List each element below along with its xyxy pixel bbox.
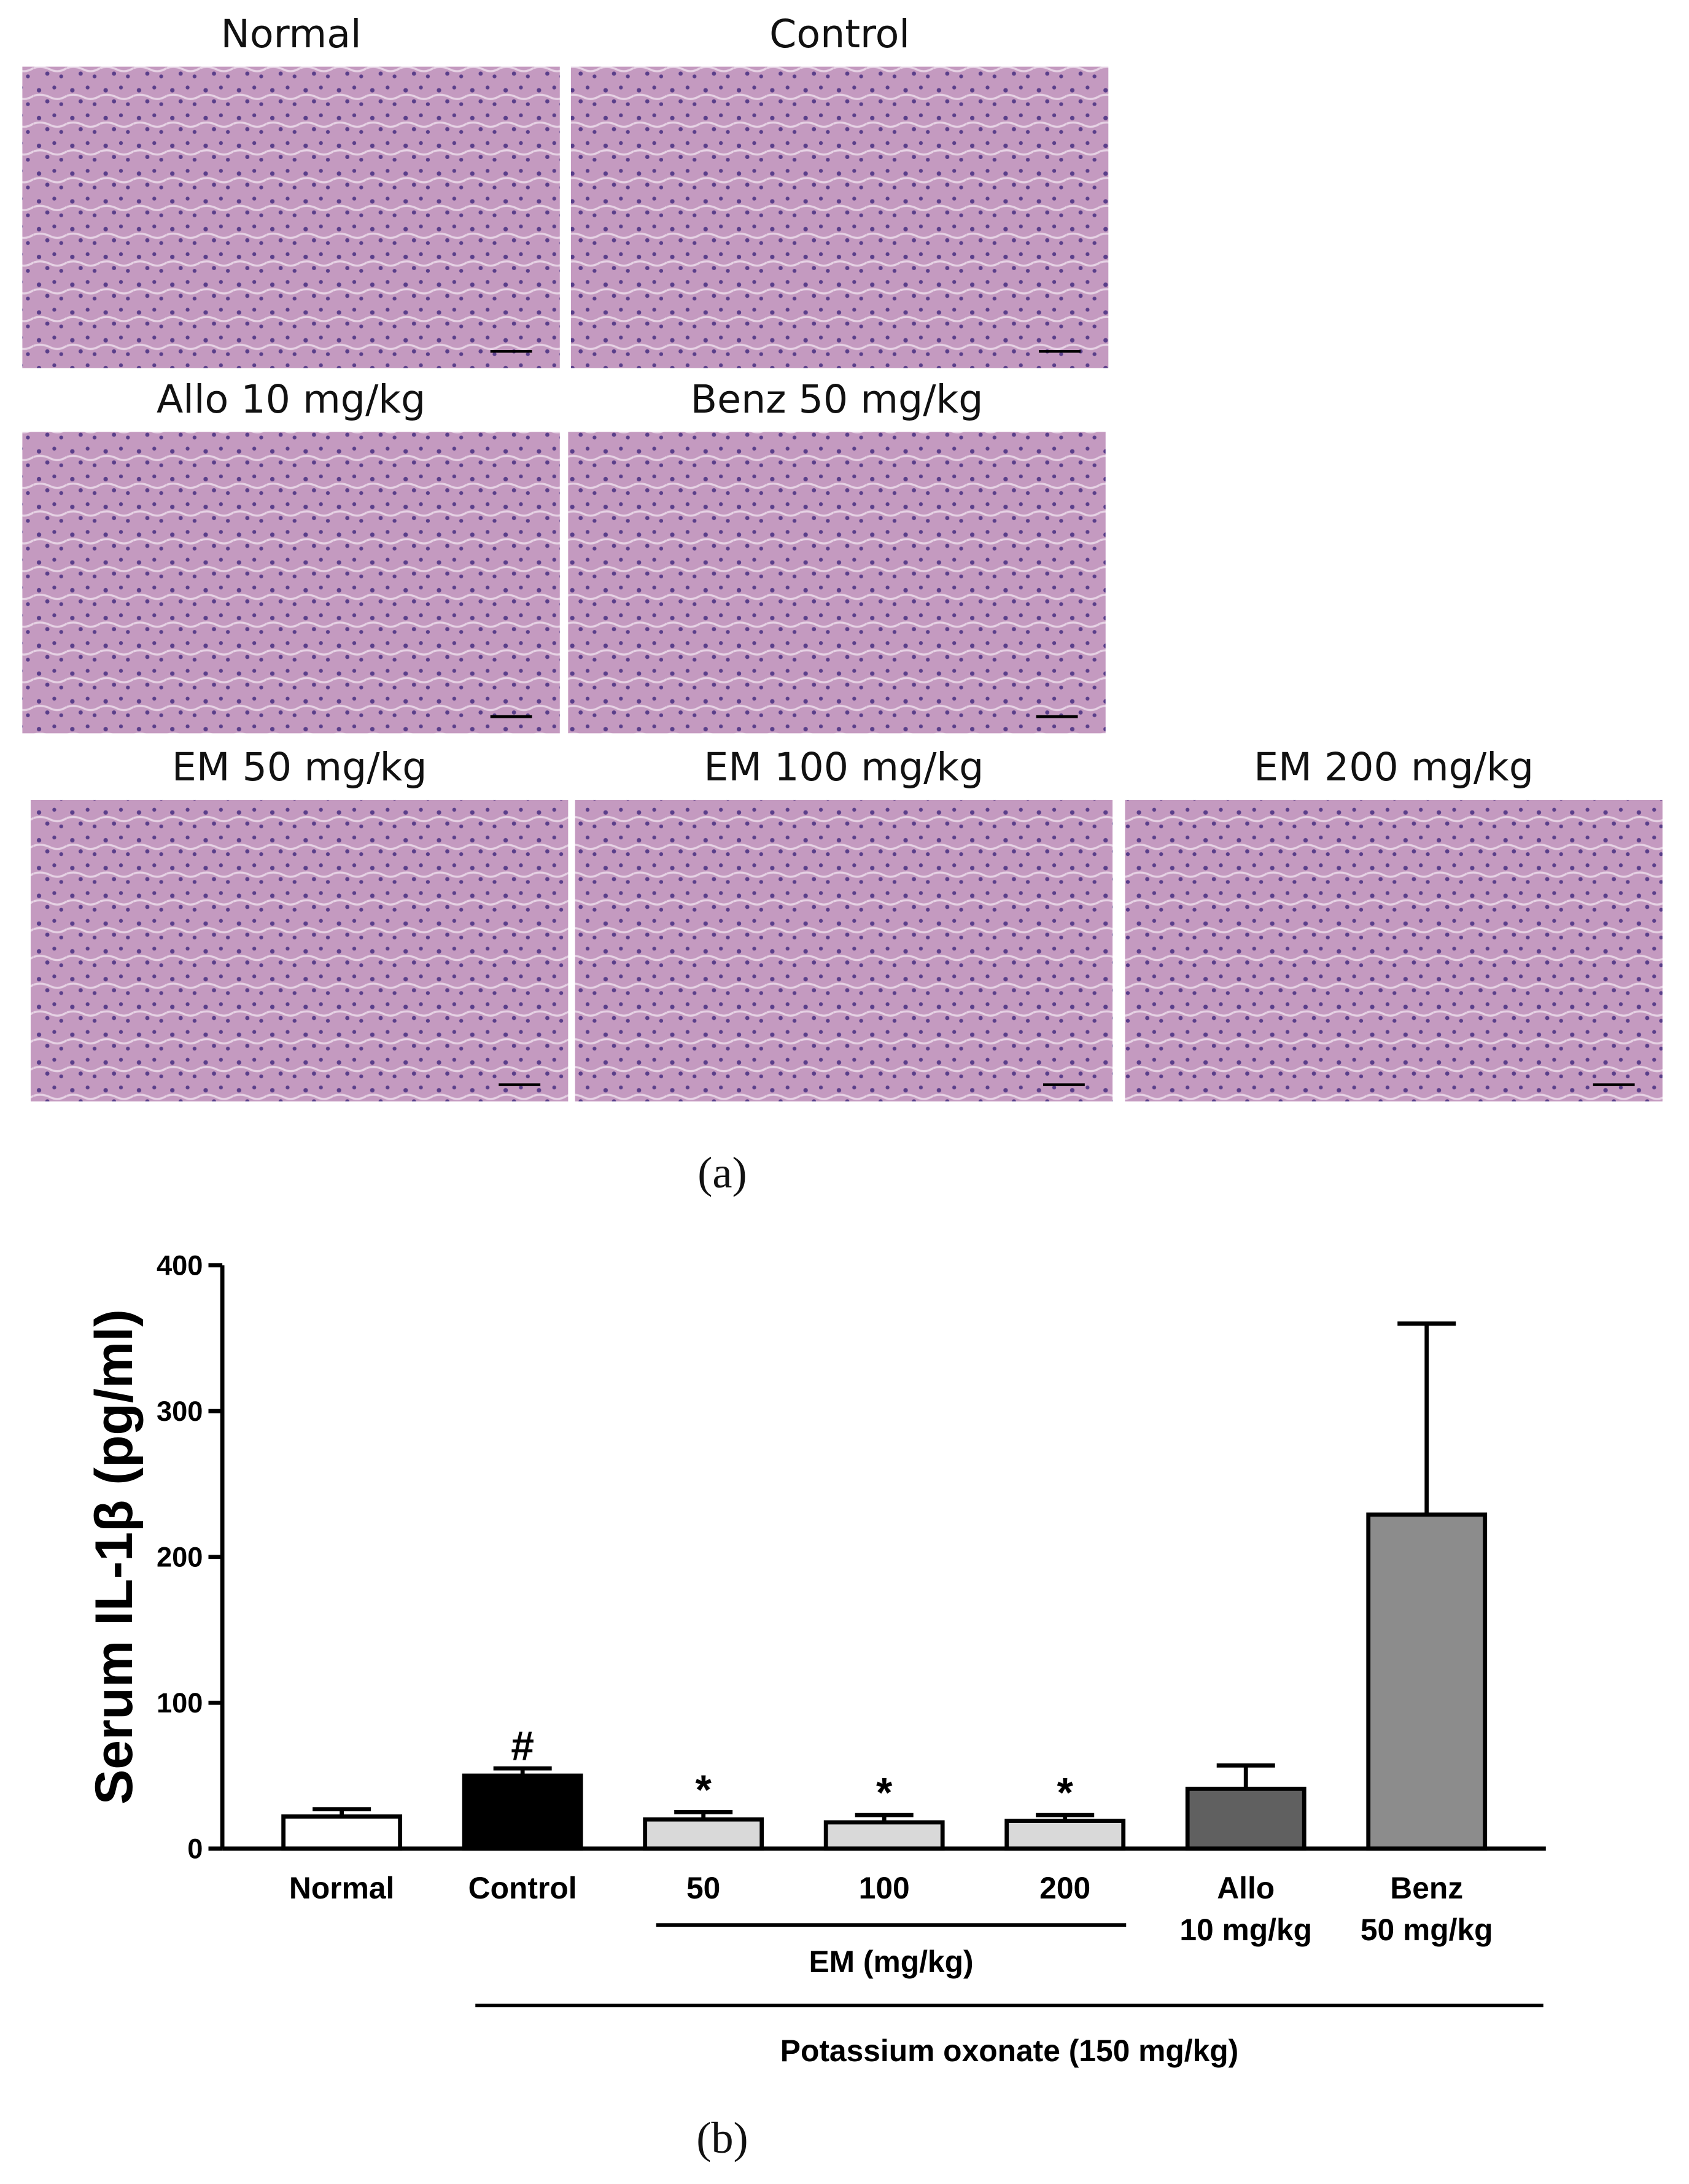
annotation: * bbox=[876, 1770, 893, 1816]
bar bbox=[281, 1814, 403, 1851]
histology-image bbox=[22, 66, 560, 368]
x-tick-label-text: Control bbox=[468, 1870, 577, 1906]
x-tick-label: Allo 10 mg/kg bbox=[1179, 1870, 1313, 1948]
panel-label: (b) bbox=[696, 2113, 748, 2163]
histology-image bbox=[568, 432, 1106, 734]
group-label: EM (mg/kg) bbox=[809, 1945, 973, 1979]
y-tick-label: 400 bbox=[157, 1250, 203, 1281]
image-label: Control bbox=[769, 11, 910, 56]
image-label: EM 50 mg/kg bbox=[172, 744, 427, 790]
x-tick-label-text: 50 bbox=[686, 1870, 721, 1906]
image-label: Benz 50 mg/kg bbox=[691, 376, 984, 422]
x-tick-label-text: Benz 50 mg/kg bbox=[1360, 1870, 1493, 1948]
bar bbox=[1004, 1819, 1126, 1851]
x-tick-label-text: 200 bbox=[1039, 1870, 1091, 1906]
image-label: EM 200 mg/kg bbox=[1254, 744, 1534, 790]
bar bbox=[462, 1773, 583, 1851]
y-axis-label: Serum IL-1β (pg/ml) bbox=[85, 1309, 144, 1805]
x-tick-label: Control bbox=[468, 1870, 577, 1906]
histology-image bbox=[1125, 799, 1663, 1102]
histology-image bbox=[575, 799, 1113, 1102]
image-label: Normal bbox=[221, 11, 362, 56]
annotation: * bbox=[695, 1767, 712, 1813]
bar bbox=[823, 1820, 945, 1851]
histology-image bbox=[570, 66, 1109, 368]
annotation: # bbox=[511, 1723, 534, 1770]
bar bbox=[1366, 1512, 1488, 1851]
x-tick-label-text: Allo 10 mg/kg bbox=[1179, 1870, 1313, 1948]
x-tick-label: 100 bbox=[858, 1870, 910, 1906]
bar bbox=[643, 1817, 764, 1851]
y-tick-label: 100 bbox=[157, 1687, 203, 1719]
x-tick-label: Benz 50 mg/kg bbox=[1360, 1870, 1493, 1948]
x-tick-label-text: Normal bbox=[289, 1870, 395, 1906]
y-tick-label: 300 bbox=[157, 1396, 203, 1427]
x-tick-label: Normal bbox=[289, 1870, 395, 1906]
panel-label: (a) bbox=[697, 1148, 747, 1197]
histology-image bbox=[22, 432, 560, 734]
histology-image bbox=[30, 799, 569, 1102]
x-tick-label: 200 bbox=[1039, 1870, 1091, 1906]
group-label: Potassium oxonate (150 mg/kg) bbox=[780, 2034, 1238, 2068]
x-tick-label-text: 100 bbox=[858, 1870, 910, 1906]
y-tick-label: 200 bbox=[157, 1542, 203, 1573]
y-tick-label: 0 bbox=[187, 1833, 203, 1865]
image-label: Allo 10 mg/kg bbox=[157, 376, 425, 422]
x-tick-label: 50 bbox=[686, 1870, 721, 1906]
bar bbox=[1185, 1786, 1307, 1851]
annotation: * bbox=[1057, 1770, 1073, 1816]
image-label: EM 100 mg/kg bbox=[704, 744, 984, 790]
